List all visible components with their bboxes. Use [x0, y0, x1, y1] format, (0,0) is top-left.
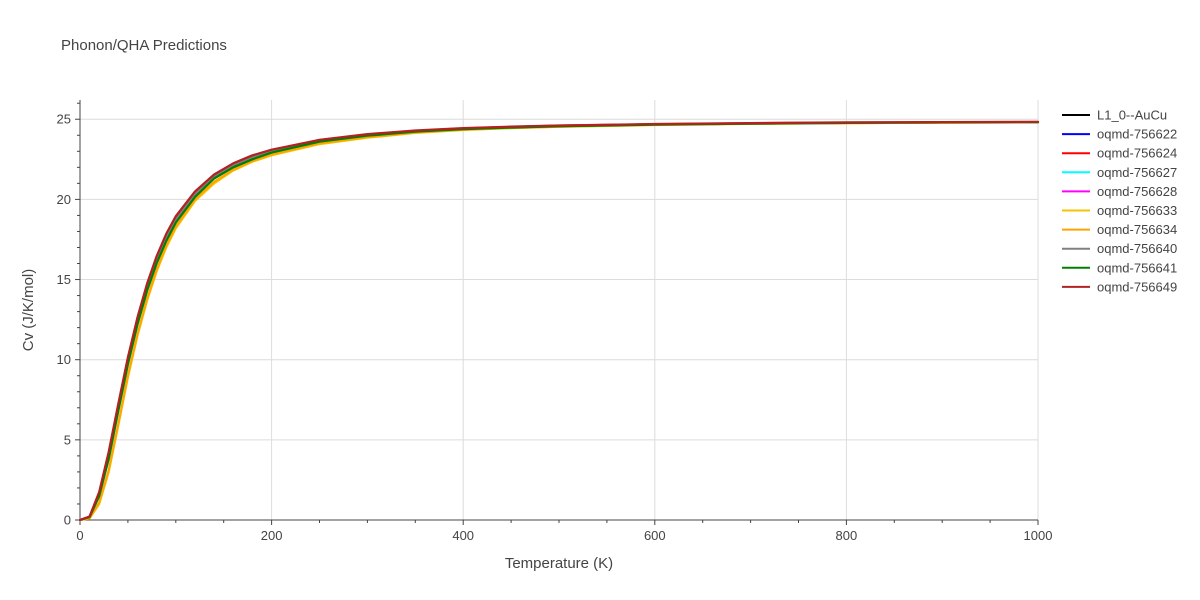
legend-item[interactable]: L1_0--AuCu [1062, 108, 1167, 123]
x-tick-label: 200 [261, 528, 283, 543]
series-line-oqmd-756627 [78, 120, 1040, 522]
series-line-oqmd-756628 [78, 120, 1040, 522]
legend-item[interactable]: oqmd-756622 [1062, 127, 1177, 142]
y-tick-label: 25 [57, 112, 71, 127]
series-line-oqmd-756649 [78, 120, 1040, 522]
legend-label: oqmd-756624 [1097, 146, 1177, 161]
legend-item[interactable]: oqmd-756624 [1062, 146, 1177, 161]
plot-area [78, 120, 1040, 522]
legend-item[interactable]: oqmd-756641 [1062, 260, 1177, 275]
legend-label: oqmd-756633 [1097, 203, 1177, 218]
series-line-oqmd-756640 [78, 120, 1040, 522]
legend-item[interactable]: oqmd-756634 [1062, 222, 1177, 237]
series-line-oqmd-756634 [78, 121, 1040, 522]
x-tick-label: 400 [452, 528, 474, 543]
grid [80, 100, 1039, 520]
legend-item[interactable]: oqmd-756627 [1062, 165, 1177, 180]
series-line-oqmd-756641 [78, 120, 1040, 522]
legend-label: oqmd-756628 [1097, 184, 1177, 199]
y-tick-label: 10 [57, 352, 71, 367]
series-line-oqmd-756624 [78, 120, 1040, 522]
axes: 0 200 400 600 800 1000 0 5 10 15 20 25 [57, 100, 1053, 543]
y-tick-label: 20 [57, 192, 71, 207]
legend-label: oqmd-756641 [1097, 260, 1177, 275]
series-line-oqmd-756622 [78, 120, 1040, 522]
legend-item[interactable]: oqmd-756649 [1062, 279, 1177, 294]
legend-label: oqmd-756640 [1097, 241, 1177, 256]
y-axis-title: Cv (J/K/mol) [20, 269, 37, 352]
x-tick-label: 800 [836, 528, 858, 543]
y-tick-label: 0 [64, 513, 71, 528]
chart-title: Phonon/QHA Predictions [61, 37, 227, 54]
legend-label: oqmd-756634 [1097, 222, 1177, 237]
y-tick-label: 15 [57, 272, 71, 287]
x-axis-title: Temperature (K) [505, 555, 613, 572]
legend-label: L1_0--AuCu [1097, 108, 1167, 123]
x-tick-label: 1000 [1024, 528, 1053, 543]
legend-item[interactable]: oqmd-756640 [1062, 241, 1177, 256]
series-line-oqmd-756633 [78, 121, 1040, 522]
legend[interactable]: L1_0--AuCu oqmd-756622 oqmd-756624 oqmd-756… [1062, 108, 1177, 295]
y-tick-label: 5 [64, 432, 71, 447]
legend-label: oqmd-756649 [1097, 279, 1177, 294]
legend-label: oqmd-756622 [1097, 127, 1177, 142]
x-tick-label: 600 [644, 528, 666, 543]
x-tick-label: 0 [76, 528, 83, 543]
series-line-L1_0--AuCu [78, 120, 1040, 522]
legend-label: oqmd-756627 [1097, 165, 1177, 180]
legend-item[interactable]: oqmd-756628 [1062, 184, 1177, 199]
legend-item[interactable]: oqmd-756633 [1062, 203, 1177, 218]
